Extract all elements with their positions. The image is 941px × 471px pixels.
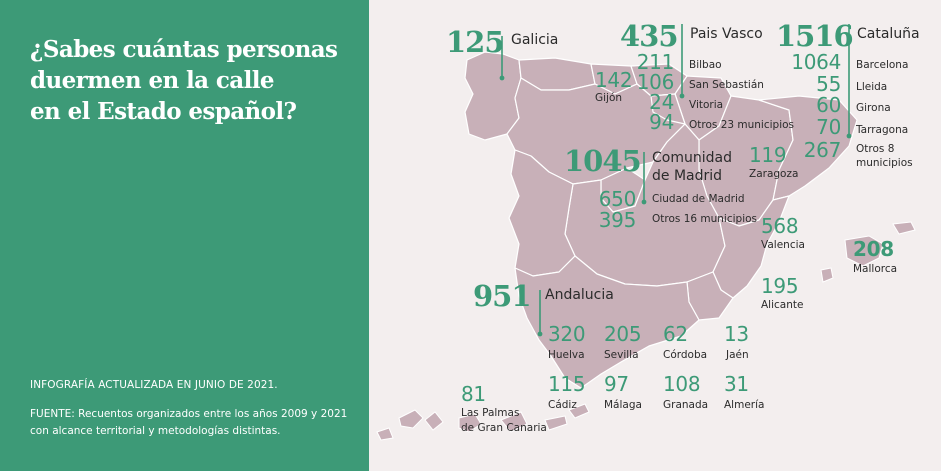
region-valencia: [712, 195, 790, 299]
ciudad-madrid-value: 650: [598, 187, 637, 211]
headline-line-1: ¿Sabes cuántas personas: [30, 36, 338, 63]
cordoba-label: Córdoba: [663, 349, 708, 361]
madrid-total: 1045: [564, 144, 642, 178]
zaragoza-label: Zaragoza: [749, 168, 799, 180]
las-palmas-value: 81: [461, 382, 486, 406]
granada-value: 108: [663, 372, 701, 396]
otros-23-label: Otros 23 municipios: [689, 119, 795, 131]
cataluna-label: Cataluña: [857, 26, 920, 42]
map-area: 125 Galicia 142 Gijón 435 Pais Vasco 211…: [369, 0, 941, 471]
info-panel: ¿Sabes cuántas personas duermen en la ca…: [0, 0, 369, 471]
marker-andalucia: [537, 331, 543, 337]
gijon-value: 142: [595, 68, 633, 92]
zaragoza-value: 119: [749, 143, 787, 167]
malaga-label: Málaga: [604, 399, 642, 411]
mallorca-value: 208: [853, 237, 894, 261]
island-canarias-3: [424, 411, 444, 431]
marker-cataluna: [846, 133, 852, 139]
cadiz-value: 115: [548, 372, 586, 396]
lleida-value: 55: [816, 72, 841, 96]
pais-vasco-label: Pais Vasco: [690, 26, 763, 42]
huelva-label: Huelva: [548, 349, 585, 361]
lleida-label: Lleida: [856, 81, 888, 93]
spain-map: [376, 24, 916, 441]
headline-line-3: en el Estado español?: [30, 98, 297, 125]
source-note: FUENTE: Recuentos organizados entre los …: [30, 406, 347, 440]
region-andalucia: [514, 255, 700, 389]
otros-16-label: Otros 16 municipios: [652, 213, 758, 225]
cordoba-value: 62: [663, 322, 688, 346]
girona-value: 60: [816, 93, 841, 117]
otros-8-value: 267: [803, 138, 842, 162]
island-canarias-2: [398, 409, 424, 429]
region-la-rioja: [650, 93, 686, 125]
otros-8-label-2: municipios: [856, 157, 913, 169]
galicia-label: Galicia: [511, 32, 559, 48]
galicia-total: 125: [446, 25, 505, 59]
source-line-2: con alcance territorial y metodologías d…: [30, 425, 281, 437]
otros-23-value: 94: [649, 110, 674, 134]
vitoria-label: Vitoria: [689, 99, 724, 111]
cadiz-label: Cádiz: [548, 399, 577, 411]
granada-label: Granada: [663, 399, 709, 411]
island-ibiza: [820, 267, 834, 283]
bilbao-label: Bilbao: [689, 59, 722, 71]
valencia-value: 568: [761, 214, 799, 238]
barcelona-value: 1064: [791, 50, 841, 74]
jaen-label: Jaén: [726, 349, 749, 361]
barcelona-label: Barcelona: [856, 59, 909, 71]
region-cataluna: [758, 95, 858, 201]
tarragona-label: Tarragona: [856, 124, 909, 136]
headline-line-2: duermen en la calle: [30, 67, 274, 94]
gijon-label: Gijón: [595, 92, 623, 104]
island-canarias-5: [500, 411, 528, 433]
almeria-value: 31: [724, 372, 749, 396]
island-canarias-6: [544, 415, 568, 431]
island-menorca: [892, 221, 916, 235]
vitoria-value: 24: [649, 90, 674, 114]
andalucia-total: 951: [473, 279, 532, 313]
ciudad-madrid-label: Ciudad de Madrid: [652, 193, 745, 205]
marker-madrid: [641, 199, 647, 205]
san-sebastian-label: San Sebastián: [689, 79, 764, 91]
madrid-label-1: Comunidad: [652, 150, 732, 166]
alicante-label: Alicante: [761, 299, 804, 311]
las-palmas-label-1: Las Palmas: [461, 407, 520, 419]
mallorca-label: Mallorca: [853, 263, 898, 275]
marker-pais-vasco: [679, 93, 685, 99]
headline: ¿Sabes cuántas personas duermen en la ca…: [30, 34, 365, 127]
almeria-label: Almería: [724, 399, 765, 411]
source-line-1: FUENTE: Recuentos organizados entre los …: [30, 408, 348, 420]
sevilla-label: Sevilla: [604, 349, 639, 361]
marker-galicia: [499, 75, 505, 81]
huelva-value: 320: [548, 322, 586, 346]
update-note: INFOGRAFÍA ACTUALIZADA EN JUNIO DE 2021.: [30, 379, 278, 391]
andalucia-label: Andalucia: [545, 287, 614, 303]
island-canarias-4: [458, 413, 482, 433]
alicante-value: 195: [761, 274, 799, 298]
cataluna-total: 1516: [776, 19, 854, 53]
pais-vasco-total: 435: [620, 19, 679, 53]
las-palmas-label-2: de Gran Canaria: [461, 422, 547, 434]
san-sebastian-value: 106: [636, 70, 675, 94]
sevilla-value: 205: [604, 322, 642, 346]
bilbao-value: 211: [636, 50, 675, 74]
otros-8-label: Otros 8: [856, 143, 895, 155]
jaen-value: 13: [724, 322, 749, 346]
madrid-label-2: de Madrid: [652, 168, 723, 184]
otros-16-value: 395: [598, 208, 637, 232]
valencia-label: Valencia: [761, 239, 805, 251]
island-canarias-1: [376, 427, 394, 441]
island-mallorca: [844, 235, 884, 267]
tarragona-value: 70: [816, 115, 841, 139]
island-canarias-7: [568, 403, 590, 419]
malaga-value: 97: [604, 372, 629, 396]
girona-label: Girona: [856, 102, 891, 114]
